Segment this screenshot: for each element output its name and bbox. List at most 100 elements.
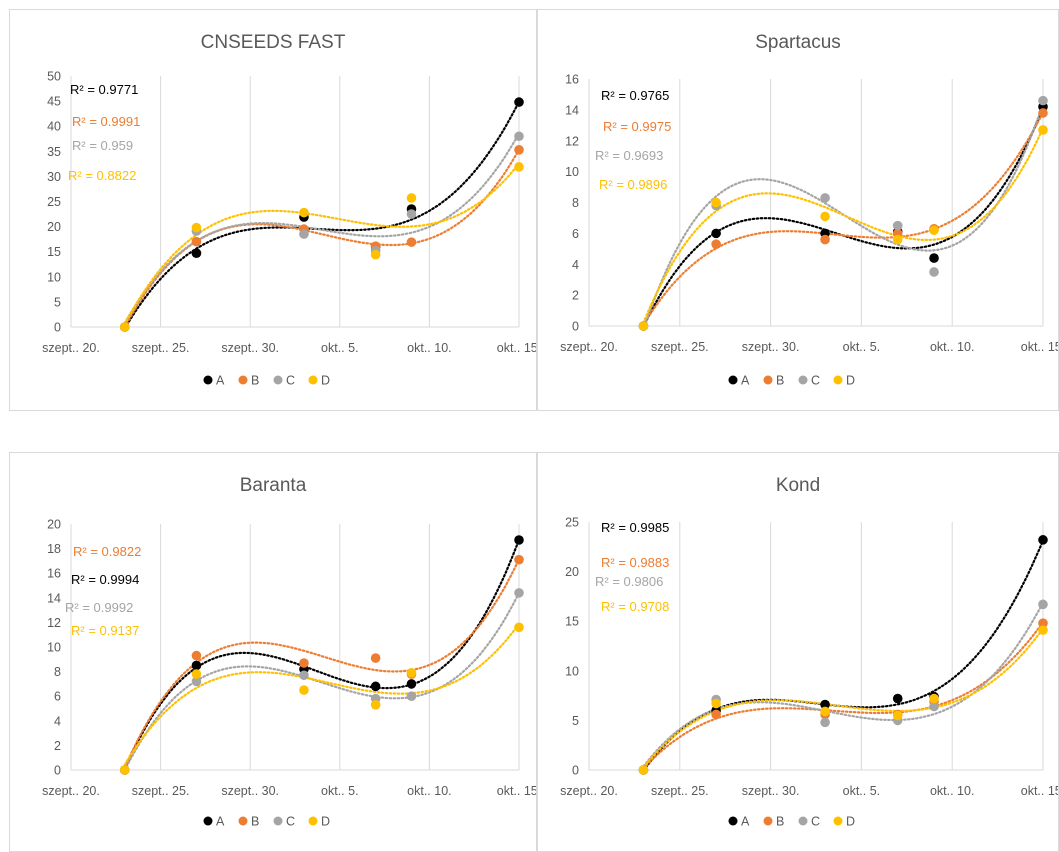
chart-title: Kond — [776, 475, 820, 496]
x-tick-label: szept.. 20. — [560, 784, 618, 798]
point-b — [1038, 108, 1048, 118]
trendline-d — [125, 624, 519, 765]
legend-label-c: C — [286, 374, 295, 388]
legend-label-a: A — [741, 374, 750, 388]
x-tick-label: szept.. 20. — [42, 341, 100, 355]
y-tick-label: 4 — [54, 714, 61, 728]
legend-label-c: C — [811, 374, 820, 388]
y-tick-label: 2 — [572, 289, 579, 303]
point-b — [711, 239, 721, 249]
x-tick-label: okt.. 10. — [407, 341, 451, 355]
point-d — [711, 699, 721, 709]
x-tick-label: okt.. 5. — [843, 340, 881, 354]
y-tick-label: 0 — [54, 764, 61, 778]
point-c — [1038, 600, 1048, 610]
legend-marker-d — [309, 376, 318, 385]
point-b — [371, 653, 381, 663]
point-d — [893, 235, 903, 245]
legend-label-d: D — [321, 815, 330, 829]
r-squared-label-d: R² = 0.9708 — [601, 599, 669, 614]
y-tick-label: 5 — [572, 714, 579, 728]
legend-marker-c — [274, 817, 283, 826]
point-d — [371, 700, 381, 710]
y-tick-label: 15 — [565, 615, 579, 629]
y-tick-label: 16 — [565, 73, 579, 87]
legend-label-b: B — [251, 815, 259, 829]
y-tick-label: 18 — [47, 542, 61, 556]
y-tick-label: 14 — [565, 103, 579, 117]
chart-panel-cnseeds-fast: CNSEEDS FAST szept.. 20. szept.. 25. szept.… — [9, 9, 537, 411]
point-d — [120, 765, 130, 775]
point-a — [407, 679, 417, 689]
point-d — [820, 212, 830, 222]
point-d — [929, 694, 939, 704]
point-b — [711, 710, 721, 720]
point-d — [299, 685, 309, 695]
point-b — [514, 145, 524, 155]
point-d — [820, 707, 830, 717]
y-tick-label: 12 — [565, 134, 579, 148]
trendline-b — [644, 113, 1044, 325]
legend-marker-b — [764, 376, 773, 385]
y-tick-label: 0 — [54, 321, 61, 335]
x-tick-label: szept.. 25. — [132, 784, 190, 798]
point-b — [407, 237, 417, 247]
point-d — [929, 225, 939, 235]
legend-marker-a — [729, 817, 738, 826]
y-tick-label: 8 — [572, 196, 579, 210]
legend-label-d: D — [846, 815, 855, 829]
legend-marker-a — [204, 817, 213, 826]
y-tick-label: 4 — [572, 258, 579, 272]
y-tick-label: 10 — [565, 664, 579, 678]
point-a — [192, 661, 202, 671]
point-d — [407, 193, 417, 203]
point-d — [407, 668, 417, 678]
y-tick-label: 0 — [572, 764, 579, 778]
y-tick-label: 6 — [54, 690, 61, 704]
r-squared-label-a: R² = 0.9765 — [601, 88, 669, 103]
y-tick-label: 20 — [47, 518, 61, 532]
point-d — [192, 669, 202, 679]
r-squared-label-d: R² = 0.8822 — [68, 168, 136, 183]
point-c — [407, 209, 417, 219]
legend-label-b: B — [776, 815, 784, 829]
point-c — [893, 221, 903, 231]
y-tick-label: 10 — [565, 165, 579, 179]
point-d — [1038, 625, 1048, 635]
legend-marker-d — [834, 817, 843, 826]
trendline-b — [125, 150, 519, 327]
x-tick-label: okt.. 15. — [497, 341, 536, 355]
chart-title: Spartacus — [755, 32, 841, 53]
r-squared-label-a: R² = 0.9771 — [70, 82, 138, 97]
point-a — [514, 97, 524, 107]
legend-marker-b — [239, 817, 248, 826]
point-c — [407, 691, 417, 701]
y-tick-label: 40 — [47, 120, 61, 134]
point-c — [299, 229, 309, 239]
x-tick-label: okt.. 10. — [407, 784, 451, 798]
r-squared-label-a: R² = 0.9985 — [601, 520, 669, 535]
point-d — [299, 208, 309, 218]
legend-marker-b — [764, 817, 773, 826]
legend-label-a: A — [216, 815, 225, 829]
x-tick-label: okt.. 10. — [930, 340, 974, 354]
legend-marker-c — [799, 376, 808, 385]
y-tick-label: 50 — [47, 70, 61, 84]
point-a — [711, 229, 721, 239]
point-d — [371, 250, 381, 260]
y-tick-label: 6 — [572, 227, 579, 241]
point-c — [820, 193, 830, 203]
x-tick-label: okt.. 5. — [321, 341, 359, 355]
r-squared-label-c: R² = 0.9806 — [595, 574, 663, 589]
legend-marker-c — [274, 376, 283, 385]
x-tick-label: okt.. 15. — [1021, 784, 1058, 798]
y-tick-label: 12 — [47, 616, 61, 630]
trendline-b — [644, 622, 1044, 768]
r-squared-label-b: R² = 0.9883 — [601, 555, 669, 570]
y-tick-label: 2 — [54, 739, 61, 753]
chart-panel-spartacus: Spartacus szept.. 20. szept.. 25. szept.. 3… — [537, 9, 1059, 411]
legend-label-d: D — [846, 374, 855, 388]
x-tick-label: szept.. 30. — [742, 340, 800, 354]
x-tick-label: szept.. 30. — [221, 784, 279, 798]
x-tick-label: szept.. 30. — [221, 341, 279, 355]
